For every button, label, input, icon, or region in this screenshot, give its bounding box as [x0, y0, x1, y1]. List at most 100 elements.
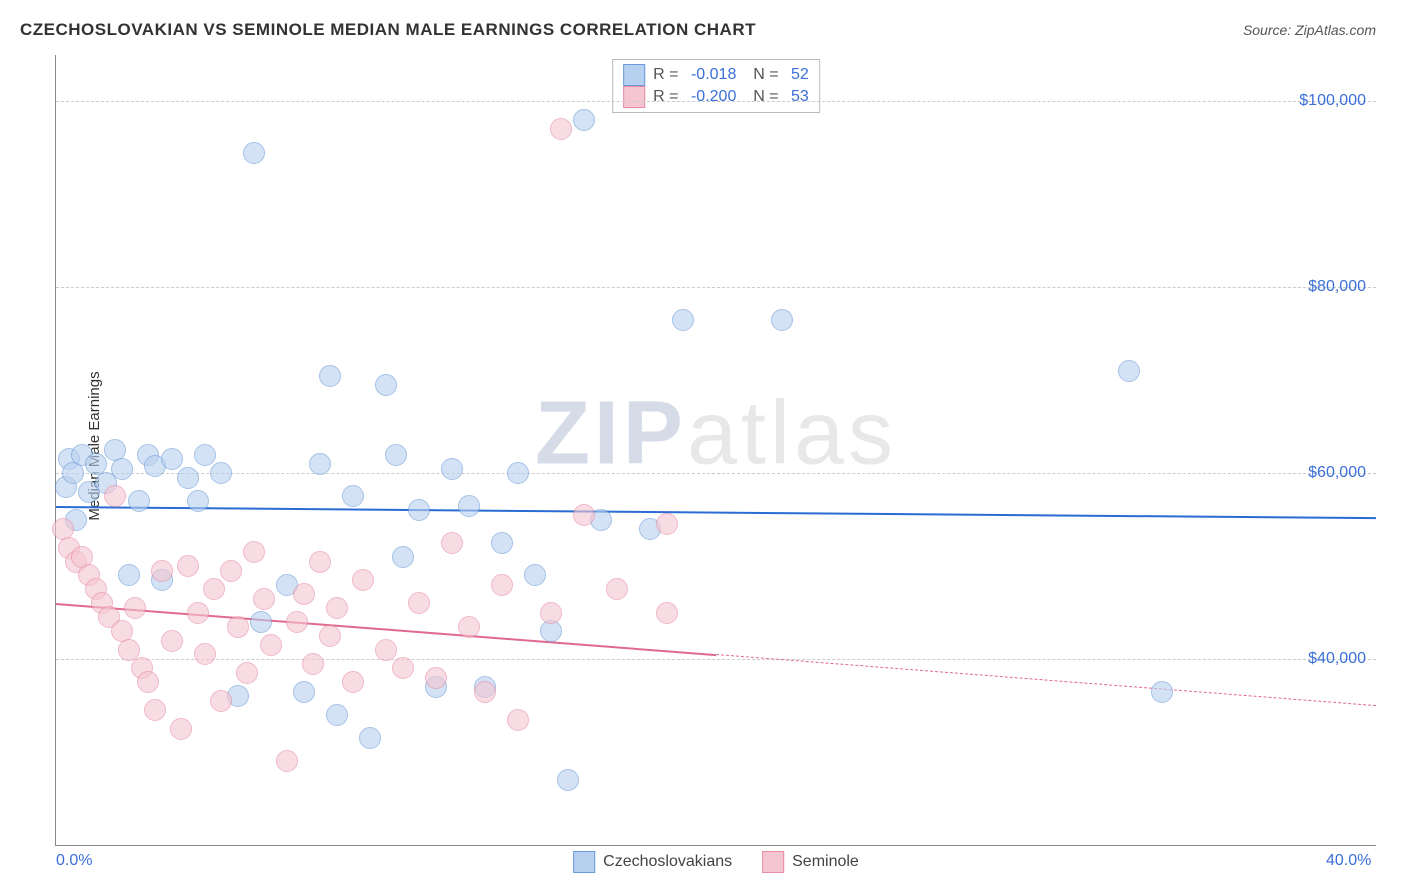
data-point — [161, 448, 183, 470]
y-tick-label: $60,000 — [1308, 464, 1366, 482]
data-point — [524, 564, 546, 586]
data-point — [194, 444, 216, 466]
data-point — [220, 560, 242, 582]
legend-label: Seminole — [792, 853, 859, 871]
legend-swatch — [623, 86, 645, 108]
data-point — [474, 681, 496, 703]
data-point — [557, 769, 579, 791]
n-value: 52 — [787, 66, 809, 84]
data-point — [375, 374, 397, 396]
data-point — [656, 513, 678, 535]
data-point — [491, 574, 513, 596]
gridline — [56, 287, 1376, 288]
data-point — [302, 653, 324, 675]
n-label: N = — [744, 88, 778, 106]
data-point — [507, 462, 529, 484]
data-point — [210, 690, 232, 712]
legend-item: Seminole — [762, 851, 859, 873]
legend-item: Czechoslovakians — [573, 851, 732, 873]
r-label: R = — [653, 88, 678, 106]
data-point — [441, 458, 463, 480]
legend-row: R = -0.200 N = 53 — [623, 86, 809, 108]
watermark: ZIPatlas — [535, 383, 897, 486]
data-point — [771, 309, 793, 331]
data-point — [137, 671, 159, 693]
data-point — [550, 118, 572, 140]
trend-line — [56, 506, 1376, 519]
r-value: -0.200 — [687, 88, 737, 106]
gridline — [56, 659, 1376, 660]
data-point — [161, 630, 183, 652]
data-point — [425, 667, 447, 689]
data-point — [326, 597, 348, 619]
n-label: N = — [744, 66, 778, 84]
data-point — [187, 602, 209, 624]
data-point — [342, 485, 364, 507]
data-point — [392, 546, 414, 568]
data-point — [170, 718, 192, 740]
source-attribution: Source: ZipAtlas.com — [1243, 22, 1376, 38]
data-point — [276, 750, 298, 772]
legend-swatch — [623, 64, 645, 86]
data-point — [507, 709, 529, 731]
data-point — [1118, 360, 1140, 382]
x-tick-label: 0.0% — [56, 852, 92, 870]
data-point — [352, 569, 374, 591]
data-point — [194, 643, 216, 665]
data-point — [319, 365, 341, 387]
data-point — [408, 499, 430, 521]
data-point — [293, 583, 315, 605]
r-value: -0.018 — [687, 66, 737, 84]
gridline — [56, 101, 1376, 102]
legend-row: R = -0.018 N = 52 — [623, 64, 809, 86]
data-point — [227, 616, 249, 638]
legend-swatch — [762, 851, 784, 873]
data-point — [385, 444, 407, 466]
data-point — [573, 109, 595, 131]
trend-line — [716, 654, 1376, 706]
data-point — [203, 578, 225, 600]
y-tick-label: $40,000 — [1308, 650, 1366, 668]
data-point — [392, 657, 414, 679]
data-point — [408, 592, 430, 614]
data-point — [375, 639, 397, 661]
data-point — [177, 555, 199, 577]
data-point — [309, 551, 331, 573]
data-point — [441, 532, 463, 554]
data-point — [606, 578, 628, 600]
data-point — [309, 453, 331, 475]
data-point — [286, 611, 308, 633]
legend-label: Czechoslovakians — [603, 853, 732, 871]
data-point — [111, 458, 133, 480]
data-point — [656, 602, 678, 624]
data-point — [243, 541, 265, 563]
data-point — [293, 681, 315, 703]
data-point — [1151, 681, 1173, 703]
data-point — [319, 625, 341, 647]
data-point — [672, 309, 694, 331]
data-point — [260, 634, 282, 656]
data-point — [118, 564, 140, 586]
y-tick-label: $80,000 — [1308, 278, 1366, 296]
data-point — [458, 495, 480, 517]
data-point — [491, 532, 513, 554]
data-point — [151, 560, 173, 582]
data-point — [236, 662, 258, 684]
legend-swatch — [573, 851, 595, 873]
correlation-legend: R = -0.018 N = 52R = -0.200 N = 53 — [612, 59, 820, 113]
n-value: 53 — [787, 88, 809, 106]
data-point — [458, 616, 480, 638]
x-tick-label: 40.0% — [1326, 852, 1371, 870]
data-point — [128, 490, 150, 512]
data-point — [124, 597, 146, 619]
chart-title: CZECHOSLOVAKIAN VS SEMINOLE MEDIAN MALE … — [20, 20, 756, 40]
data-point — [210, 462, 232, 484]
gridline — [56, 473, 1376, 474]
data-point — [359, 727, 381, 749]
data-point — [104, 485, 126, 507]
data-point — [253, 588, 275, 610]
data-point — [144, 699, 166, 721]
data-point — [326, 704, 348, 726]
y-tick-label: $100,000 — [1299, 92, 1366, 110]
data-point — [187, 490, 209, 512]
